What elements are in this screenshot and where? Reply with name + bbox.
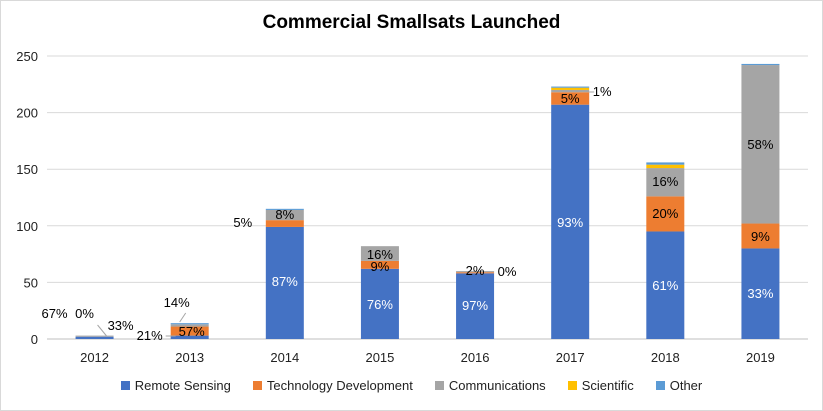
data-label-2014-6: 87% bbox=[272, 274, 298, 289]
legend-label: Communications bbox=[448, 378, 546, 393]
data-label-2012-1: 0% bbox=[75, 306, 94, 321]
data-label-2012-2: 33% bbox=[108, 318, 134, 333]
data-label-2014-7: 8% bbox=[275, 207, 294, 222]
data-label-2012-0: 67% bbox=[42, 306, 68, 321]
bar-2014-technology-development bbox=[265, 220, 304, 227]
data-label-2016-13: 2% bbox=[466, 263, 485, 278]
x-tick-label-2016: 2016 bbox=[461, 350, 490, 365]
x-tick-label-2019: 2019 bbox=[746, 350, 775, 365]
x-tick-label-2018: 2018 bbox=[651, 350, 680, 365]
x-tick-label-2013: 2013 bbox=[175, 350, 204, 365]
data-label-2017-15: 93% bbox=[557, 215, 583, 230]
data-label-2019-21: 33% bbox=[747, 286, 773, 301]
bar-2013-other bbox=[170, 323, 209, 325]
bar-2013-technology-development bbox=[170, 326, 209, 336]
bar-2018-remote-sensing bbox=[646, 231, 685, 339]
legend-swatch bbox=[120, 381, 130, 390]
legend-label: Other bbox=[669, 378, 703, 393]
legend-swatch bbox=[434, 381, 444, 390]
bar-2018-other bbox=[646, 162, 685, 165]
bar-2015-remote-sensing bbox=[360, 268, 399, 339]
bar-2012-remote-sensing bbox=[75, 336, 114, 339]
x-tick-label-2015: 2015 bbox=[365, 350, 394, 365]
y-tick-label-150: 150 bbox=[16, 162, 38, 177]
bar-2012-communications bbox=[75, 335, 114, 337]
legend-swatch bbox=[252, 381, 262, 390]
bar-2019-remote-sensing bbox=[741, 248, 780, 339]
y-tick-label-200: 200 bbox=[16, 106, 38, 121]
chart-title: Commercial Smallsats Launched bbox=[262, 12, 561, 33]
leader-line-2013-5 bbox=[179, 312, 187, 323]
x-tick-label-2014: 2014 bbox=[270, 350, 299, 365]
legend-item-remote-sensing: Remote Sensing bbox=[120, 378, 231, 393]
bar-2016-communications bbox=[456, 271, 495, 273]
bar-2016-remote-sensing bbox=[456, 273, 495, 339]
data-label-2013-4: 57% bbox=[179, 324, 205, 339]
data-label-2014-8: 5% bbox=[233, 215, 252, 230]
bar-2015-communications bbox=[360, 246, 399, 261]
legend-label: Scientific bbox=[581, 378, 634, 393]
data-label-2013-3: 21% bbox=[137, 328, 163, 343]
leader-line-2012-2 bbox=[97, 324, 107, 337]
bar-2019-technology-development bbox=[741, 223, 780, 249]
data-label-2018-19: 20% bbox=[652, 206, 678, 221]
bar-2013-communications bbox=[170, 324, 209, 327]
bar-2013-remote-sensing bbox=[170, 335, 209, 339]
legend-swatch bbox=[655, 381, 665, 390]
bar-2017-remote-sensing bbox=[551, 104, 590, 340]
x-tick-label-2012: 2012 bbox=[80, 350, 109, 365]
y-tick-label-50: 50 bbox=[24, 275, 38, 290]
bar-2019-other bbox=[741, 63, 780, 66]
data-label-2017-17: 1% bbox=[593, 84, 612, 99]
data-label-2016-12: 97% bbox=[462, 298, 488, 313]
legend: Remote Sensing Technology Development Comm… bbox=[0, 378, 823, 393]
bar-2015-technology-development bbox=[360, 260, 399, 269]
data-label-2019-22: 9% bbox=[751, 229, 770, 244]
y-tick-label-0: 0 bbox=[31, 332, 38, 347]
bar-2014-other bbox=[265, 208, 304, 210]
legend-label: Technology Development bbox=[266, 378, 413, 393]
data-label-2013-5: 14% bbox=[164, 295, 190, 310]
legend-label: Remote Sensing bbox=[134, 378, 231, 393]
bar-2014-remote-sensing bbox=[265, 226, 304, 339]
legend-item-scientific: Scientific bbox=[567, 378, 634, 393]
bar-2017-technology-development bbox=[551, 92, 590, 105]
bar-2018-technology-development bbox=[646, 196, 685, 232]
bar-2018-communications bbox=[646, 168, 685, 197]
legend-item-other: Other bbox=[655, 378, 703, 393]
bar-2018-scientific bbox=[646, 164, 685, 169]
legend-swatch bbox=[567, 381, 577, 390]
legend-item-communications: Communications bbox=[434, 378, 546, 393]
legend-item-technology-development: Technology Development bbox=[252, 378, 413, 393]
y-tick-label-100: 100 bbox=[16, 219, 38, 234]
y-tick-label-250: 250 bbox=[16, 49, 38, 64]
bar-2017-communications bbox=[551, 89, 590, 93]
data-label-2018-20: 16% bbox=[652, 174, 678, 189]
bar-2014-communications bbox=[265, 209, 304, 221]
bar-2019-communications bbox=[741, 65, 780, 224]
data-label-2019-23: 58% bbox=[747, 137, 773, 152]
data-label-2015-10: 9% bbox=[371, 259, 390, 274]
data-label-2016-14: 0% bbox=[498, 264, 517, 279]
bar-2017-other bbox=[551, 86, 590, 88]
x-tick-label-2017: 2017 bbox=[556, 350, 585, 365]
bar-2016-technology-development bbox=[456, 272, 495, 274]
data-label-2017-16: 5% bbox=[561, 91, 580, 106]
data-label-2015-11: 16% bbox=[367, 247, 393, 262]
data-label-2015-9: 76% bbox=[367, 297, 393, 312]
bar-2017-scientific bbox=[551, 87, 590, 90]
data-label-2018-18: 61% bbox=[652, 278, 678, 293]
